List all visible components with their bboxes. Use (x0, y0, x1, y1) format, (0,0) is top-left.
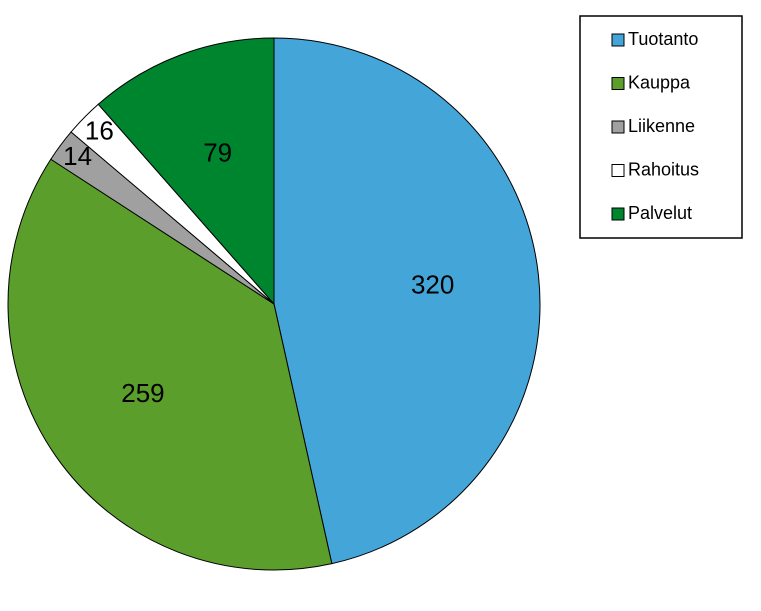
data-label: 259 (121, 378, 164, 408)
legend-label: Liikenne (628, 116, 695, 136)
pie-slice (97, 37, 275, 306)
legend-label: Kauppa (628, 72, 691, 92)
legend-box (579, 15, 743, 239)
legend-marker (611, 120, 625, 134)
legend-label: Tuotanto (628, 29, 698, 49)
legend-marker (611, 33, 625, 47)
data-label: 16 (85, 115, 114, 145)
legend-label: Palvelut (628, 203, 692, 223)
data-label: 320 (411, 269, 454, 299)
legend-marker (611, 164, 625, 177)
pie-slice (273, 37, 541, 565)
legend-marker (611, 77, 625, 90)
legend-marker (611, 207, 625, 221)
data-label: 79 (203, 138, 232, 168)
pie-slice (7, 158, 333, 571)
legend-label: Rahoitus (628, 159, 699, 179)
